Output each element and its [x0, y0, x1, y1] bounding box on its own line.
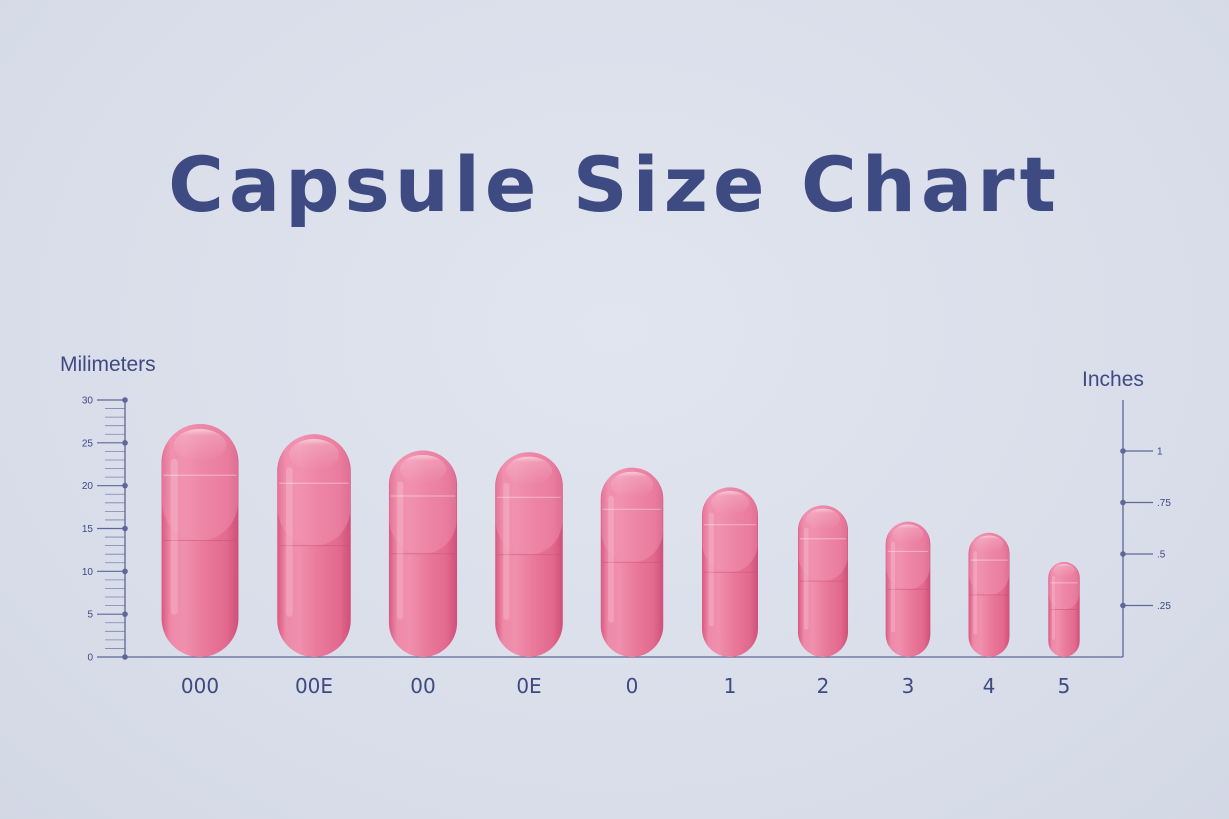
capsule-gloss — [708, 512, 714, 627]
category-label: 5 — [1058, 674, 1071, 698]
capsule-shine — [805, 508, 841, 530]
capsule-gloss — [973, 551, 978, 635]
capsule-shine — [289, 439, 339, 470]
category-label: 2 — [817, 674, 830, 698]
right-axis-tick-dot — [1120, 602, 1126, 609]
capsule-gloss — [170, 458, 178, 615]
left-axis-title: Milimeters — [60, 353, 156, 376]
capsule-bar — [1048, 561, 1080, 657]
capsule-shine — [506, 456, 552, 486]
category-label: 00E — [295, 674, 333, 698]
left-axis-tick-label: 0 — [87, 653, 93, 664]
capsule-00E — [277, 434, 351, 657]
right-axis-tick-dot — [1120, 499, 1126, 506]
capsule-shine — [892, 524, 924, 544]
left-axis-tick-label: 30 — [82, 396, 94, 407]
category-label: 3 — [902, 674, 915, 698]
capsule-bar — [885, 521, 931, 657]
capsule-shine — [173, 428, 227, 462]
capsule-shine — [710, 491, 750, 515]
capsule-3 — [885, 521, 931, 657]
left-axis-tick-label: 20 — [82, 481, 94, 492]
left-axis-tick-label: 25 — [82, 438, 94, 449]
capsule-gloss — [397, 481, 404, 620]
capsule-0E — [495, 452, 563, 657]
category-label: 0 — [626, 674, 639, 698]
left-axis-tick-dot — [122, 611, 128, 617]
capsule-gloss — [803, 527, 809, 630]
capsule-5 — [1048, 561, 1080, 657]
left-axis-tick-label: 5 — [87, 610, 93, 621]
capsule-00 — [388, 450, 458, 657]
capsule-gloss — [891, 541, 896, 633]
right-axis-tick-dot — [1120, 551, 1126, 557]
category-label: 0E — [516, 674, 541, 698]
capsule-gloss — [1052, 576, 1055, 640]
capsule-bar — [600, 467, 664, 657]
capsule-shine — [975, 535, 1003, 553]
left-axis-tick-dot — [122, 568, 128, 575]
right-axis-title: Inches — [1082, 368, 1144, 391]
category-label: 1 — [724, 674, 737, 698]
capsule-shine — [610, 471, 654, 498]
category-label: 00 — [410, 674, 435, 698]
capsule-bar — [388, 450, 458, 657]
capsule-000 — [161, 423, 239, 657]
capsule-gloss — [608, 495, 614, 623]
capsule-4 — [968, 532, 1010, 657]
capsule-shine — [1053, 563, 1075, 578]
chart-title: Capsule Size Chart — [168, 140, 1061, 229]
right-axis-tick-label: .25 — [1157, 601, 1171, 612]
left-axis-tick-dot — [122, 397, 128, 403]
capsule-bar — [968, 532, 1010, 657]
capsule-1 — [702, 487, 758, 657]
left-axis-tick-dot — [122, 525, 128, 532]
left-axis-tick-dot — [122, 482, 128, 489]
capsule-0 — [600, 467, 664, 657]
capsule-bar — [495, 452, 563, 657]
left-axis-tick-dot — [122, 440, 128, 446]
capsule-2 — [797, 505, 849, 657]
right-axis-tick-dot — [1120, 448, 1126, 454]
capsule-bar — [277, 434, 351, 657]
category-label: 4 — [983, 674, 996, 698]
capsule-bar — [702, 487, 758, 657]
capsule-shine — [399, 454, 447, 484]
left-axis-tick-label: 10 — [82, 567, 94, 578]
capsule-bar — [797, 505, 849, 657]
right-axis-tick-label: .5 — [1157, 550, 1166, 561]
right-axis-tick-label: .75 — [1157, 498, 1171, 509]
category-label: 000 — [181, 674, 219, 698]
capsule-gloss — [286, 467, 293, 617]
capsule-gloss — [503, 482, 510, 620]
capsule-bar — [161, 423, 239, 657]
right-axis-tick-label: 1 — [1157, 447, 1163, 458]
left-axis-tick-label: 15 — [82, 524, 94, 535]
